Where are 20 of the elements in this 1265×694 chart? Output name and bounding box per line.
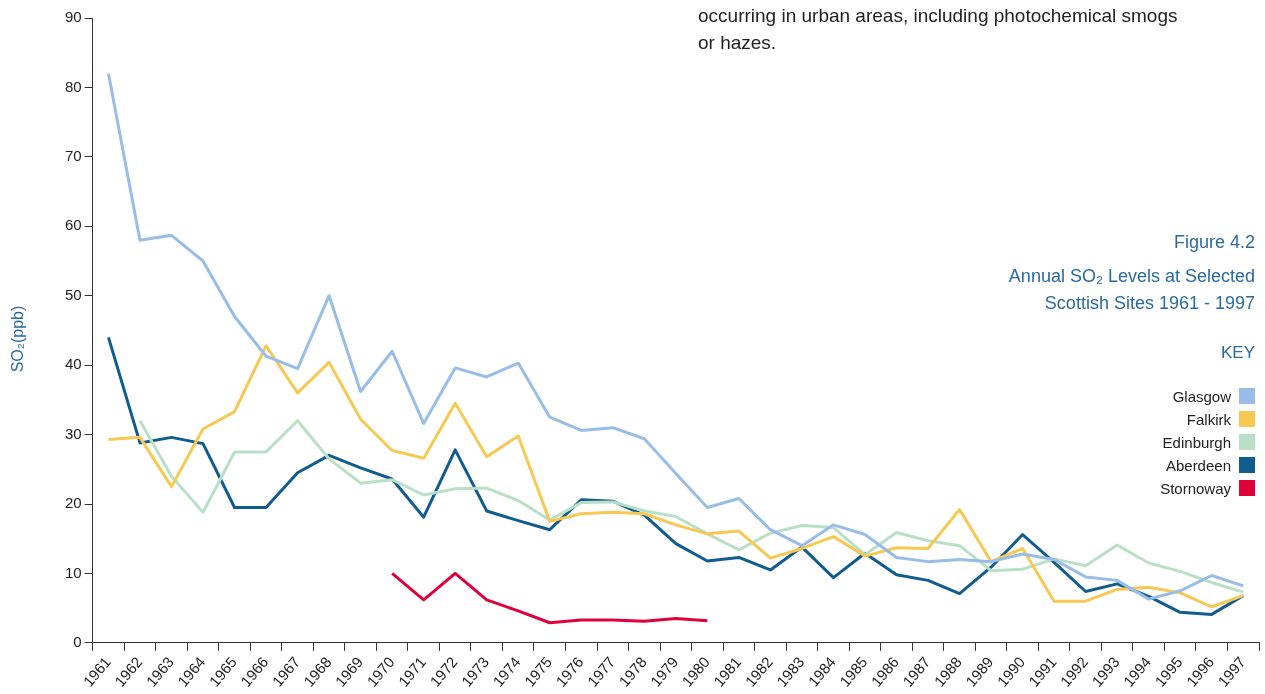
legend-label: Edinburgh	[1162, 434, 1231, 451]
text: Annual SO₂ Levels at Selected Scottish Sites 1961 - 1997	[1007, 265, 1255, 315]
legend-label: Stornoway	[1160, 480, 1231, 497]
y-tick-label: 0	[73, 633, 82, 651]
y-tick-label: 20	[65, 494, 82, 512]
y-tick-label: 50	[65, 285, 82, 303]
y-tick-label: 60	[65, 216, 82, 234]
y-tick-label: 10	[65, 563, 82, 581]
text: Figure 4.2	[1172, 232, 1255, 253]
legend-label: Aberdeen	[1165, 457, 1231, 474]
annotation: occurring in urban areas, including photochemical smogs or hazes.	[698, 4, 1178, 55]
y-tick-label: 90	[65, 8, 82, 26]
y-tick-label: 40	[65, 355, 82, 373]
y-tick-label: 30	[65, 424, 82, 442]
y-tick-label: 80	[65, 77, 82, 95]
y-tick-label: 70	[65, 147, 82, 164]
legend-title: KEY	[1219, 343, 1255, 363]
y-axis-title: SO₂(ppb)	[9, 304, 27, 375]
legend-label: Falkirk	[1186, 411, 1231, 428]
legend-label: Glasgow	[1172, 388, 1231, 405]
